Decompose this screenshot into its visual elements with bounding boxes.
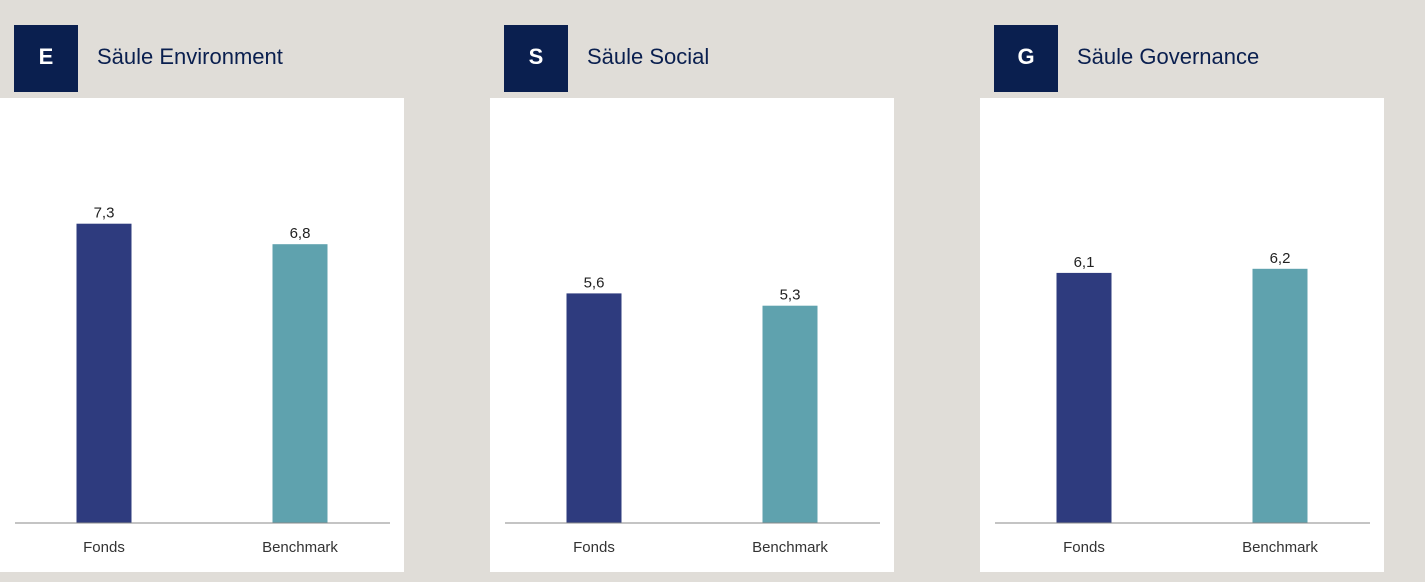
- value-label: 5,3: [780, 287, 801, 304]
- badge: [14, 25, 78, 92]
- x-tick-label: Fonds: [83, 539, 125, 556]
- x-tick-label: Fonds: [1063, 539, 1105, 556]
- bar: [762, 305, 818, 523]
- badge-letter: G: [1017, 44, 1034, 69]
- bar: [272, 244, 328, 523]
- bar: [1252, 268, 1308, 523]
- chart-title: Säule Social: [587, 44, 709, 69]
- bar: [1056, 272, 1112, 523]
- bar: [76, 223, 132, 523]
- x-tick-label: Fonds: [573, 539, 615, 556]
- chart-panel: [0, 98, 404, 572]
- chart-panel: [490, 98, 894, 572]
- value-label: 7,3: [94, 205, 115, 222]
- x-tick-label: Benchmark: [752, 539, 828, 556]
- value-label: 6,8: [290, 225, 311, 242]
- badge: [994, 25, 1058, 92]
- x-tick-label: Benchmark: [262, 539, 338, 556]
- chart-title: Säule Governance: [1077, 44, 1259, 69]
- badge-letter: E: [39, 44, 54, 69]
- badge: [504, 25, 568, 92]
- chart-title: Säule Environment: [97, 44, 283, 69]
- chart-panel: [980, 98, 1384, 572]
- badge-letter: S: [529, 44, 544, 69]
- bar: [566, 293, 622, 523]
- value-label: 6,1: [1074, 254, 1095, 271]
- x-tick-label: Benchmark: [1242, 539, 1318, 556]
- value-label: 5,6: [584, 274, 605, 291]
- value-label: 6,2: [1270, 250, 1291, 267]
